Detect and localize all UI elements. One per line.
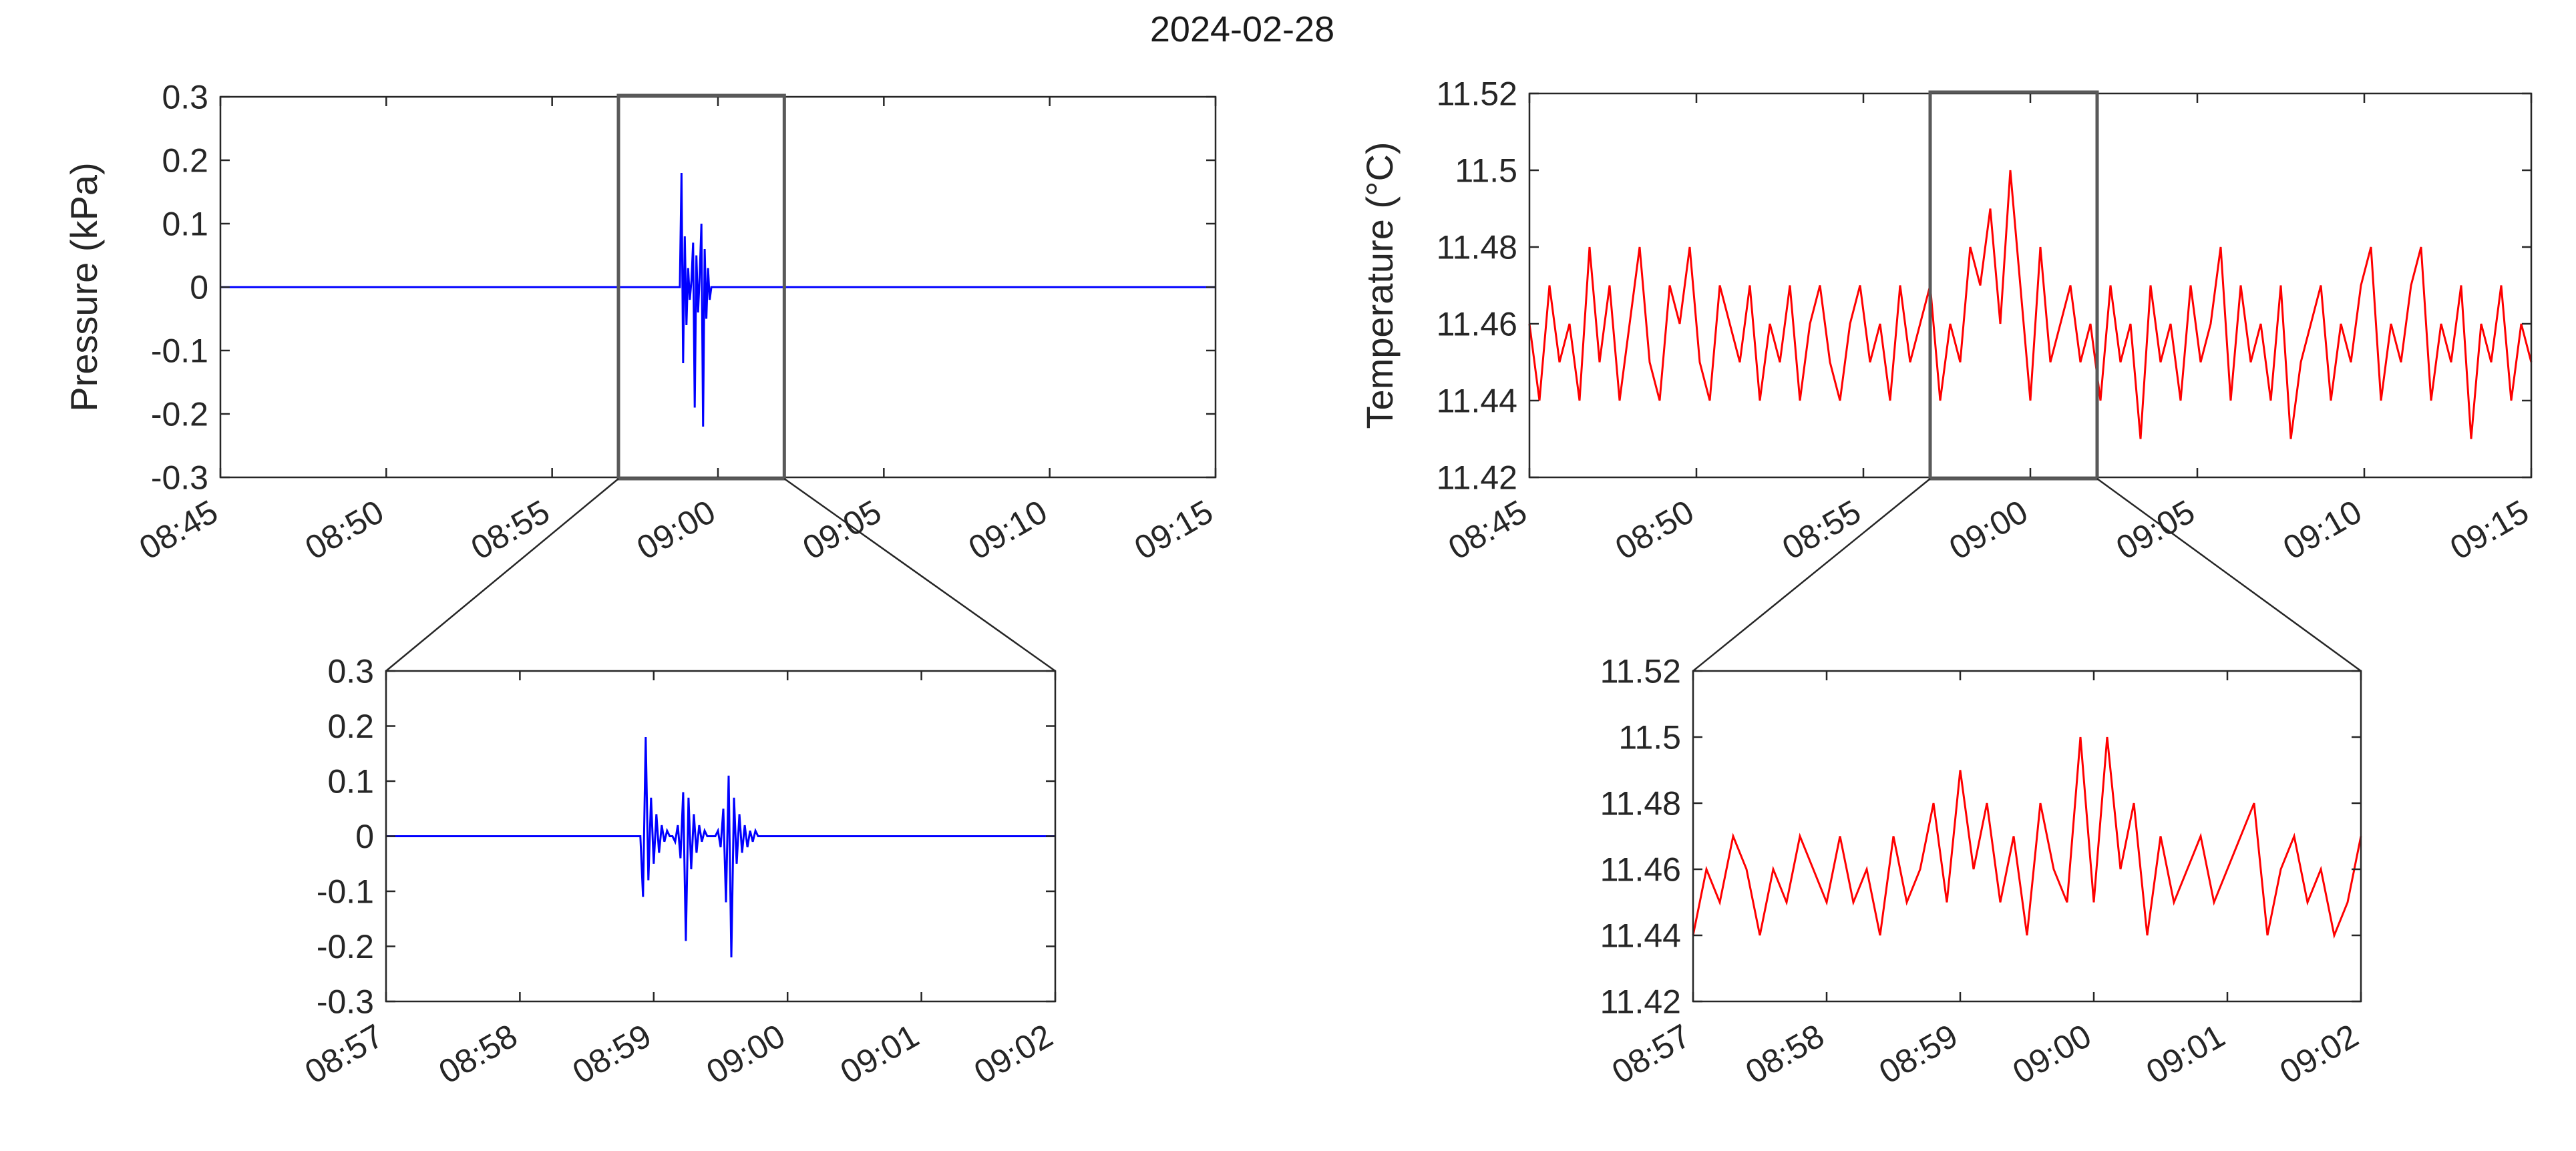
pressure-main-y-axis-label: Pressure (kPa) [63, 162, 105, 411]
temperature-main-y-tick-label: 11.44 [1437, 383, 1517, 420]
pressure-main-y-tick-label: 0.1 [162, 206, 208, 243]
pressure-main-x-tick-label: 09:00 [630, 493, 721, 567]
figure-title: 2024-02-28 [1150, 9, 1334, 49]
temperature-zoom-y-tick-label: 11.5 [1618, 719, 1681, 756]
temperature-main-x-tick-label: 08:50 [1609, 493, 1700, 567]
pressure-main-y-tick-label: 0.3 [162, 79, 208, 116]
pressure-zoom-y-tick-label: -0.3 [317, 983, 374, 1021]
pressure-main-y-tick-label: 0.2 [162, 142, 208, 180]
pressure-zoom-panel: 0.3 0.2 0.1 0 -0.1 -0.2 -0.308:57 08:58 08:59 09:… [299, 653, 1059, 1092]
pressure-main-x-tick-label: 08:45 [133, 493, 224, 567]
pressure-zoom-y-tick-label: 0.1 [327, 763, 374, 800]
pressure-main-y-tick-label: -0.1 [151, 332, 208, 370]
temperature-main-x-tick-label: 08:45 [1442, 493, 1533, 567]
pressure-zoom-y-tick-label: 0.3 [327, 653, 374, 690]
temperature-main-series-line [1528, 170, 2533, 439]
temperature-zoom-y-tick-label: 11.52 [1600, 653, 1681, 690]
temperature-main-x-tick-label: 09:00 [1943, 493, 2034, 567]
temperature-main-axes-frame [1528, 92, 2533, 479]
pressure-zoom-series-line [386, 736, 1055, 958]
pressure-main-zoom-connector-right [783, 477, 1056, 672]
pressure-main-y-tick-label: -0.3 [151, 459, 208, 497]
pressure-zoom-x-tick-label: 09:00 [700, 1017, 791, 1091]
temperature-zoom-y-tick-label: 11.48 [1600, 785, 1681, 823]
temperature-main-x-tick-label: 09:15 [2444, 493, 2535, 567]
temperature-main-x-tick-label: 09:05 [2110, 493, 2201, 567]
temperature-zoom-y-tick-label: 11.42 [1600, 983, 1681, 1021]
temperature-main-y-tick-label: 11.5 [1455, 152, 1517, 190]
temperature-zoom-x-tick-label: 08:59 [1873, 1017, 1964, 1091]
temperature-main-x-tick-label: 08:55 [1776, 493, 1867, 567]
pressure-zoom-x-tick-label: 08:59 [566, 1017, 657, 1091]
temperature-zoom-axes-frame [1692, 670, 2362, 1003]
temperature-main-x-tick-label: 09:10 [2277, 493, 2368, 567]
temperature-zoom-x-tick-label: 08:57 [1606, 1017, 1696, 1091]
temperature-zoom-x-tick-label: 09:01 [2140, 1017, 2231, 1091]
temperature-zoom-x-tick-label: 09:02 [2273, 1017, 2364, 1091]
temperature-main-y-tick-label: 11.52 [1437, 75, 1517, 113]
pressure-zoom-x-tick-label: 08:57 [299, 1017, 389, 1091]
pressure-main-x-tick-label: 09:10 [962, 493, 1053, 567]
pressure-main-x-tick-label: 09:05 [796, 493, 887, 567]
pressure-main-y-tick-label: -0.2 [151, 396, 208, 433]
temperature-main-zoom-connector-left [1692, 478, 1931, 672]
temperature-main-y-tick-label: 11.42 [1437, 459, 1517, 497]
pressure-zoom-x-tick-label: 08:58 [433, 1017, 524, 1091]
temperature-zoom-x-tick-label: 09:00 [2006, 1017, 2097, 1091]
temperature-zoom-y-tick-label: 11.46 [1600, 851, 1681, 889]
temperature-main-y-tick-label: 11.48 [1437, 229, 1517, 266]
pressure-main-y-tick-label: 0 [190, 269, 208, 306]
pressure-main-panel: 0.3 0.2 0.1 0 -0.1 -0.2 -0.308:45 08:50 08:55 09:… [63, 79, 1220, 672]
temperature-main-zoom-connector-right [2096, 477, 2362, 672]
pressure-main-zoom-box [616, 93, 786, 481]
pressure-zoom-x-tick-label: 09:02 [968, 1017, 1059, 1091]
temperature-zoom-x-tick-label: 08:58 [1739, 1017, 1830, 1091]
pressure-main-series-line [220, 172, 1216, 427]
temperature-main-zoom-box [1928, 90, 2099, 481]
pressure-main-x-tick-label: 08:50 [299, 493, 389, 567]
temperature-zoom-y-tick-label: 11.44 [1600, 917, 1681, 955]
temperature-zoom-series-line [1692, 736, 2362, 939]
pressure-main-x-tick-label: 08:55 [465, 493, 556, 567]
pressure-zoom-y-tick-label: 0 [355, 818, 374, 855]
pressure-zoom-y-tick-label: -0.1 [317, 873, 374, 911]
pressure-zoom-x-tick-label: 09:01 [834, 1017, 925, 1091]
pressure-zoom-y-tick-label: -0.2 [317, 928, 374, 965]
temperature-main-y-axis-label: Temperature (°C) [1358, 142, 1401, 429]
pressure-main-x-tick-label: 09:15 [1128, 493, 1219, 567]
temperature-main-y-tick-label: 11.46 [1437, 306, 1517, 343]
pressure-main-zoom-connector-left [385, 478, 619, 672]
pressure-zoom-y-tick-label: 0.2 [327, 708, 374, 745]
